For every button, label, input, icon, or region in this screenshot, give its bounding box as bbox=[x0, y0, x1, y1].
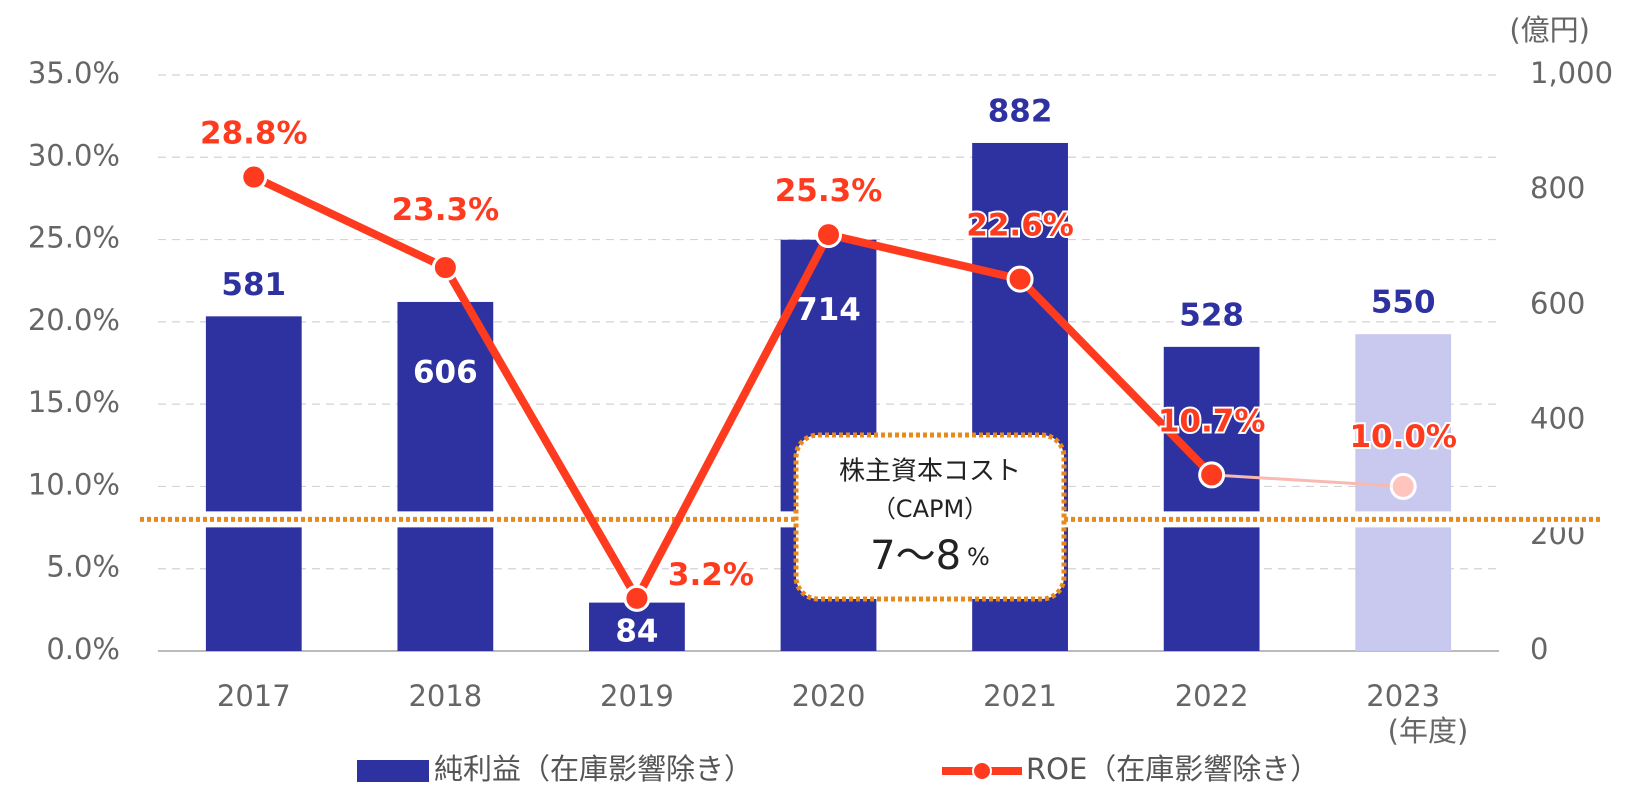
bar-value-label: 606 bbox=[413, 354, 478, 390]
roe-point bbox=[431, 254, 459, 282]
y-tick-label: 5.0% bbox=[46, 550, 120, 584]
y2-tick-label: 600 bbox=[1530, 286, 1585, 320]
bar-value-label: 550 bbox=[1371, 285, 1436, 321]
y-tick-label: 30.0% bbox=[28, 138, 120, 172]
bar bbox=[1163, 346, 1260, 651]
x-tick-label: 2020 bbox=[792, 679, 866, 713]
y-tick-label: 20.0% bbox=[28, 303, 120, 337]
roe-segment bbox=[824, 230, 1025, 284]
y2-tick-label: 1,000 bbox=[1530, 56, 1613, 90]
y2-tick-label: 400 bbox=[1530, 402, 1585, 436]
roe-value-label: 23.3% bbox=[392, 192, 500, 228]
roe-point bbox=[1198, 461, 1226, 489]
legend-swatch bbox=[357, 760, 429, 782]
legend-label: 純利益（在庫影響除き） bbox=[434, 752, 753, 786]
x-tick-label: 2022 bbox=[1175, 679, 1249, 713]
x-unit: (年度) bbox=[1388, 714, 1469, 748]
roe-point bbox=[240, 163, 268, 191]
bar-value-label: 882 bbox=[988, 93, 1053, 129]
annotation-box bbox=[793, 432, 1067, 602]
bar-value-label: 714 bbox=[796, 292, 861, 328]
annotation-value: 7～8% bbox=[870, 533, 990, 579]
roe-point bbox=[1006, 265, 1034, 293]
bar-value-label: 581 bbox=[221, 267, 286, 303]
roe-value-label: 28.8% bbox=[200, 116, 308, 152]
y-tick-label: 15.0% bbox=[28, 385, 120, 419]
roe-value-label: 10.7% bbox=[1158, 403, 1266, 439]
y-tick-label: 25.0% bbox=[28, 221, 120, 255]
roe-segment bbox=[1210, 473, 1405, 488]
y-tick-label: 35.0% bbox=[28, 56, 120, 90]
bar bbox=[397, 301, 494, 651]
y-tick-label: 10.0% bbox=[28, 467, 120, 501]
roe-segment bbox=[441, 263, 641, 603]
roe-segment bbox=[249, 173, 450, 272]
roe-point bbox=[815, 221, 842, 249]
x-tick-label: 2021 bbox=[983, 679, 1057, 713]
annotation-number: 7～8 bbox=[870, 533, 961, 579]
annotation-subtitle: （CAPM） bbox=[872, 495, 988, 523]
x-tick-label: 2018 bbox=[408, 679, 482, 713]
roe-value-label: 22.6% bbox=[966, 208, 1074, 244]
roe-point bbox=[623, 584, 651, 612]
bar bbox=[205, 316, 302, 651]
bar-value-label: 84 bbox=[615, 614, 658, 650]
x-tick-label: 2017 bbox=[217, 679, 291, 713]
y-tick-label: 0.0% bbox=[46, 632, 120, 666]
y2-unit: (億円) bbox=[1509, 13, 1590, 47]
annotation-title: 株主資本コスト bbox=[839, 457, 1021, 487]
roe-value-label: 10.0% bbox=[1349, 419, 1457, 455]
legend-swatch bbox=[972, 761, 992, 781]
roe-segment bbox=[1016, 275, 1216, 479]
roe-point bbox=[1389, 472, 1417, 500]
annotation-unit: % bbox=[967, 543, 990, 571]
roe-value-label: 3.2% bbox=[668, 557, 754, 593]
bar-value-label: 528 bbox=[1179, 297, 1244, 333]
roe-value-label: 25.3% bbox=[775, 173, 883, 209]
legend-label: ROE（在庫影響除き） bbox=[1026, 752, 1319, 786]
x-tick-label: 2023 bbox=[1366, 679, 1440, 713]
x-tick-label: 2019 bbox=[600, 679, 674, 713]
y2-tick-label: 800 bbox=[1530, 171, 1585, 205]
y2-tick-label: 0 bbox=[1530, 632, 1548, 666]
roe-segment bbox=[632, 230, 833, 603]
